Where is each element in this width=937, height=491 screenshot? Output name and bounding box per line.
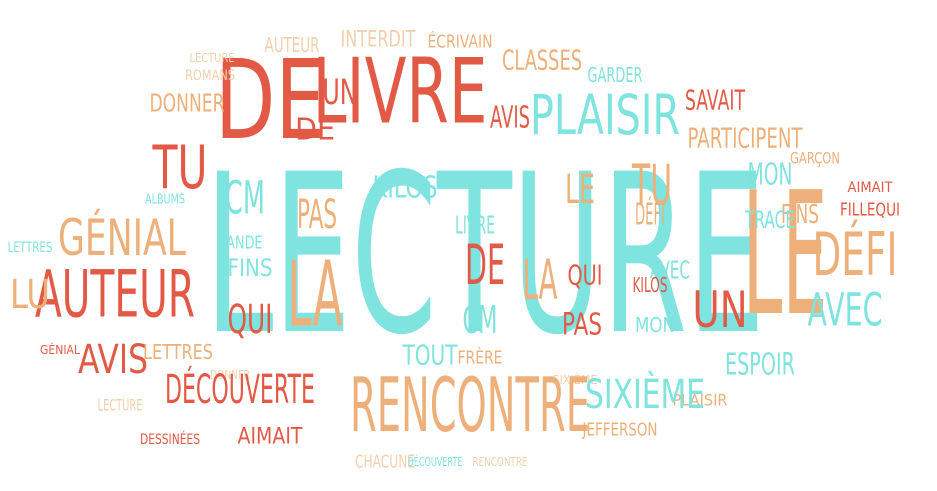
word: GÉNIAL — [40, 342, 80, 357]
word: LECTURE — [190, 51, 235, 65]
word: TRACE — [744, 206, 795, 234]
word: RENCONTRE — [350, 361, 590, 449]
word: MON — [635, 313, 675, 337]
word: SAVAIT — [685, 84, 746, 117]
word: AIMAIT — [238, 425, 303, 450]
word: AUTEUR — [265, 33, 320, 57]
word: TU — [631, 153, 672, 217]
word: PAS — [562, 308, 602, 343]
word: LETTRES — [8, 240, 53, 256]
word: KILOS — [373, 171, 438, 206]
word: AVIS — [490, 101, 530, 136]
word: LE — [743, 156, 828, 354]
word: DESSINÉES — [140, 431, 200, 448]
word: DÉCOUVERTE — [408, 454, 463, 469]
word: GÉNIAL — [58, 208, 186, 267]
word: CM — [225, 172, 265, 225]
word: PARTICIPENT — [688, 122, 804, 155]
word: ALBUMS — [145, 193, 185, 208]
word: BANDE — [218, 233, 263, 254]
word: QUI — [568, 259, 603, 292]
word: AVEC — [808, 284, 883, 337]
word: CM — [463, 298, 498, 342]
word: AVEC — [650, 256, 690, 285]
word: LECTURE — [98, 396, 143, 415]
word: TOUT — [402, 339, 458, 372]
word: QUI — [228, 297, 273, 343]
word: CLASSES — [502, 44, 582, 77]
word: TU — [152, 133, 208, 203]
word: JEFFERSON — [582, 420, 658, 441]
word: SIXIÈME — [585, 370, 705, 418]
word: INTERDIT — [341, 28, 416, 53]
word: GARÇON — [790, 149, 840, 168]
word: PLAISIR — [673, 391, 728, 410]
word: KILOS — [633, 273, 668, 297]
word: DE — [465, 233, 505, 297]
word: DE — [215, 36, 325, 164]
word: ESPOIR — [725, 348, 795, 383]
word: PLAISIR — [530, 83, 680, 147]
word: LECTURE — [205, 127, 765, 383]
word: LIVRE — [313, 40, 488, 145]
word: LE — [565, 167, 595, 213]
word: LU — [10, 272, 50, 318]
word: CHACUNE — [355, 452, 415, 473]
word: LETTRES — [143, 340, 213, 364]
word: DÉFI — [813, 218, 898, 290]
word: FILLEQUI — [840, 200, 900, 221]
word: UN — [323, 73, 358, 113]
word: DONNER — [150, 89, 225, 118]
word: ROMANS — [185, 68, 235, 84]
word: RENCONTRE — [473, 455, 528, 469]
word: UN — [693, 281, 748, 339]
word: FRÈRE — [458, 347, 503, 369]
word: LIVRE — [455, 211, 495, 240]
word: AIMAIT — [848, 180, 893, 196]
word: ÉCRIVAIN — [428, 31, 493, 53]
word: PAS — [297, 192, 337, 238]
word: AVIS — [78, 337, 148, 383]
word: SIXIÈME — [553, 372, 598, 387]
word: LA — [288, 243, 343, 348]
word: LA — [523, 248, 558, 312]
word: FINS — [781, 200, 819, 230]
word: AUTEUR — [35, 258, 195, 333]
word: MON — [748, 158, 793, 193]
word: DE — [295, 113, 335, 148]
word: DÉCOUVERTE — [165, 365, 315, 413]
word: FINS — [228, 254, 273, 282]
word: DONNER — [210, 368, 250, 382]
word: DÉFI — [635, 197, 665, 233]
word: GARDER — [588, 63, 643, 87]
